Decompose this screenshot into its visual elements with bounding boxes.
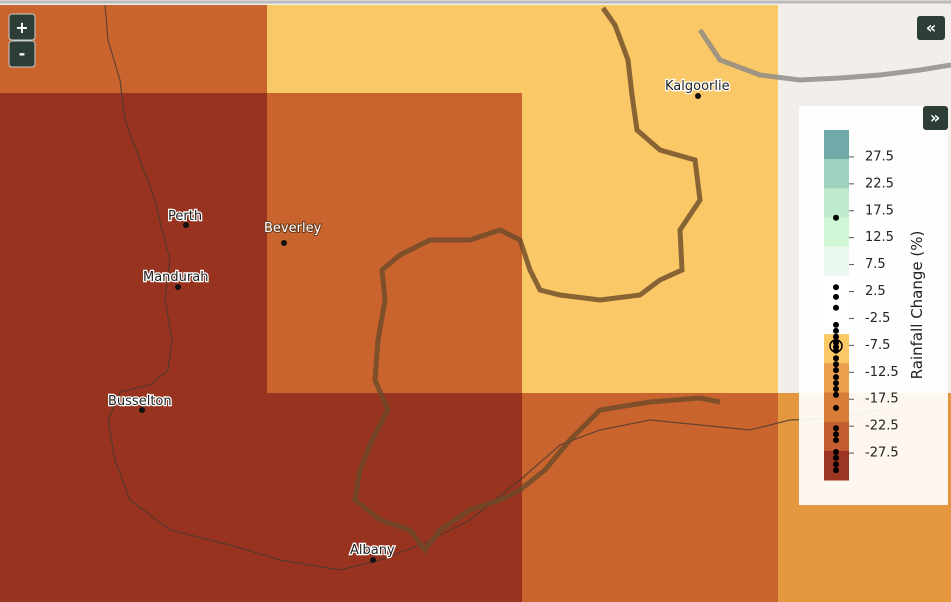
legend-highlight	[829, 339, 843, 353]
legend-tick-label: -7.5	[865, 338, 890, 353]
grid-cell	[0, 5, 267, 93]
legend-point	[833, 339, 839, 346]
city-label: Mandurah	[143, 270, 208, 285]
collapse-button[interactable]	[917, 16, 945, 40]
legend-band	[824, 130, 849, 160]
city-label: Albany	[350, 543, 395, 558]
legend-band	[824, 275, 849, 306]
region-boundary	[697, 28, 951, 83]
legend-tick-label: 7.5	[865, 257, 886, 272]
city-dot	[281, 240, 287, 246]
legend-title: Rainfall Change (%)	[908, 231, 926, 380]
grid-cell	[267, 93, 522, 393]
city-dot	[139, 407, 145, 413]
city-dot	[695, 93, 701, 99]
legend-tick-label: 2.5	[865, 284, 886, 299]
legend-panel	[799, 106, 948, 505]
legend-tick-label: -2.5	[865, 311, 890, 326]
legend-band	[824, 246, 849, 277]
city-label: Busselton	[108, 394, 172, 409]
legend-point	[833, 293, 839, 300]
legend-point	[833, 361, 839, 368]
legend-tick-label: 12.5	[865, 230, 894, 245]
city-label: Beverley	[264, 221, 322, 236]
region-boundary	[352, 6, 721, 555]
legend-point	[833, 327, 839, 334]
legend-tick-label: -17.5	[865, 392, 899, 407]
grid-cell	[0, 93, 267, 602]
legend-point	[833, 467, 839, 474]
legend-tick-label: 27.5	[865, 149, 894, 164]
expand-label[interactable]: »	[930, 108, 940, 127]
legend-tick-label: -27.5	[865, 446, 899, 461]
legend-point	[833, 449, 839, 455]
legend-point	[833, 367, 839, 374]
legend-point	[833, 461, 839, 468]
legend-point	[833, 284, 839, 291]
legend-tick-label: 17.5	[865, 203, 894, 218]
zoom-in-label[interactable]: +	[15, 18, 28, 37]
city-dot	[175, 284, 181, 290]
legend-point	[833, 404, 839, 411]
zoom-out-label[interactable]: -	[19, 44, 26, 63]
legend-point	[833, 437, 839, 444]
legend-point	[833, 355, 839, 362]
legend-point	[833, 425, 839, 432]
coastline	[104, 4, 881, 571]
legend-point	[833, 374, 839, 381]
legend-band	[824, 217, 849, 248]
legend-point	[833, 333, 839, 340]
city-label: Kalgoorlie	[665, 79, 730, 94]
legend-point	[833, 380, 839, 387]
grid-cell	[267, 393, 522, 602]
grid-cell	[522, 393, 778, 602]
grid-cell	[267, 5, 778, 93]
expand-button[interactable]	[923, 106, 948, 130]
legend-point	[833, 214, 839, 221]
legend-tick-label: -12.5	[865, 365, 899, 380]
zoom-in-button[interactable]	[8, 13, 36, 41]
legend-tick-label: -22.5	[865, 419, 899, 434]
zoom-out-button[interactable]	[8, 40, 36, 68]
legend-point	[833, 304, 839, 311]
legend-tick-label: 22.5	[865, 176, 894, 191]
legend-point	[833, 321, 839, 328]
legend-band	[824, 188, 849, 218]
legend-band	[824, 159, 849, 189]
city-label: Perth	[168, 209, 202, 224]
legend-point	[833, 431, 839, 438]
city-dot	[370, 557, 376, 563]
collapse-label[interactable]: «	[926, 18, 936, 37]
city-dot	[183, 222, 189, 228]
legend-point	[833, 386, 839, 392]
legend-point	[833, 454, 839, 461]
legend-point	[833, 391, 839, 398]
